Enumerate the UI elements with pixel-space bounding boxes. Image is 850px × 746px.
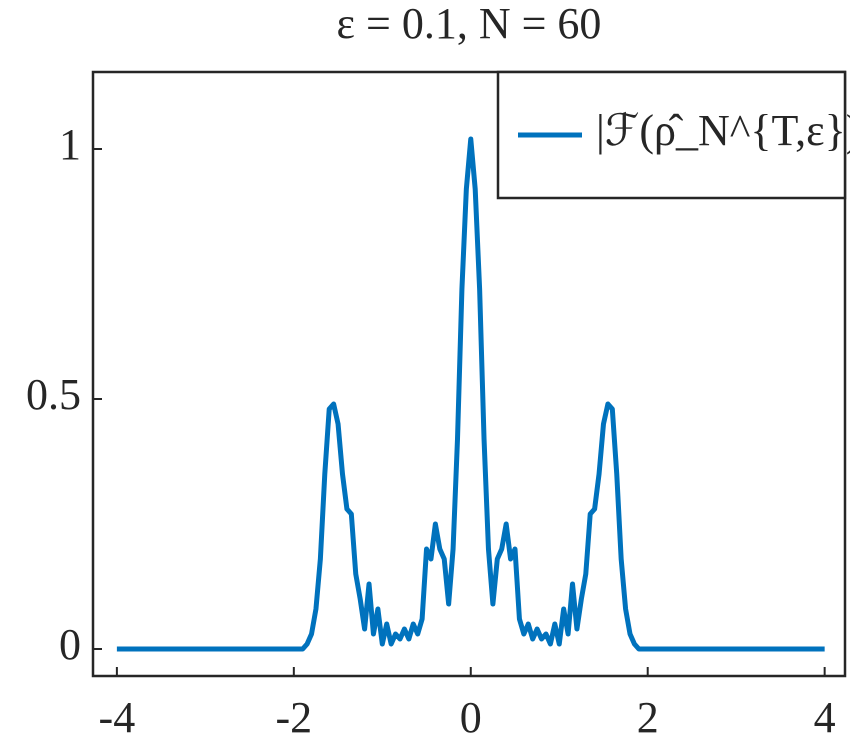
x-tick-label: 4	[814, 693, 836, 742]
y-tick-label: 0	[59, 620, 81, 669]
y-tick-label: 0.5	[26, 370, 81, 419]
line	[116, 136, 825, 652]
x-tick-label: -4	[99, 693, 136, 742]
legend-label: |ℱ(ρ̂_N^{T,ε})|	[596, 106, 850, 155]
x-tick-label: 0	[460, 693, 482, 742]
chart-title: ε = 0.1, N = 60	[337, 0, 602, 48]
x-tick-label: 2	[637, 693, 659, 742]
plot-frame	[91, 70, 847, 678]
y-tick-label: 1	[59, 120, 81, 169]
x-tick-label: -2	[276, 693, 313, 742]
